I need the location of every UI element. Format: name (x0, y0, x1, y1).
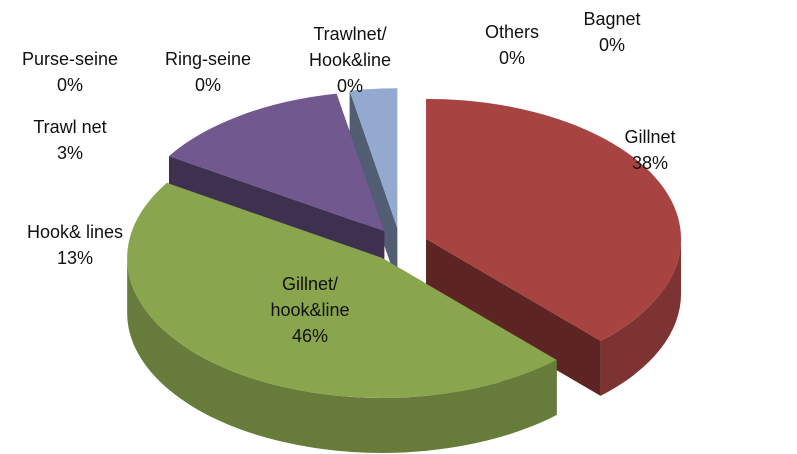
label-value: 0% (194, 75, 221, 95)
label-value: 0% (336, 76, 363, 96)
label-value: 46% (291, 326, 329, 346)
slice (127, 182, 557, 398)
slice (349, 88, 398, 229)
slice-side (127, 257, 557, 453)
data-label: Trawlnet/ Hook&line 0% (295, 21, 405, 99)
data-label: Trawl net 3% (10, 114, 130, 166)
data-label: Hook& lines 13% (0, 219, 155, 271)
data-label: Bagnet 0% (562, 6, 662, 58)
label-name: Others (484, 22, 540, 42)
label-name: Trawl net (33, 117, 107, 137)
label-value: 0% (56, 75, 83, 95)
data-label: Others 0% (462, 19, 562, 71)
label-name: Purse-seine (21, 49, 119, 69)
data-label: Purse-seine 0% (10, 46, 130, 98)
slice-wall (349, 90, 398, 284)
label-value: 38% (631, 153, 669, 173)
label-value: 13% (56, 248, 94, 268)
data-label: Gillnet 38% (590, 124, 710, 176)
label-name: Ring-seine (164, 49, 252, 69)
data-label: Gillnet/ hook&line 46% (250, 271, 370, 349)
label-value: 3% (56, 143, 83, 163)
slice-wall (426, 238, 601, 396)
label-name: Bagnet (583, 9, 641, 29)
label-name: Hook& lines (26, 222, 124, 242)
label-name: Trawlnet/ Hook&line (308, 24, 392, 70)
label-name: Gillnet (624, 127, 676, 147)
label-value: 0% (498, 48, 525, 68)
slice (426, 98, 682, 341)
slice (168, 93, 385, 232)
label-value: 0% (598, 35, 625, 55)
data-label: Ring-seine 0% (148, 46, 268, 98)
slice-side (600, 238, 682, 396)
label-name: Gillnet/ hook&line (270, 274, 350, 320)
